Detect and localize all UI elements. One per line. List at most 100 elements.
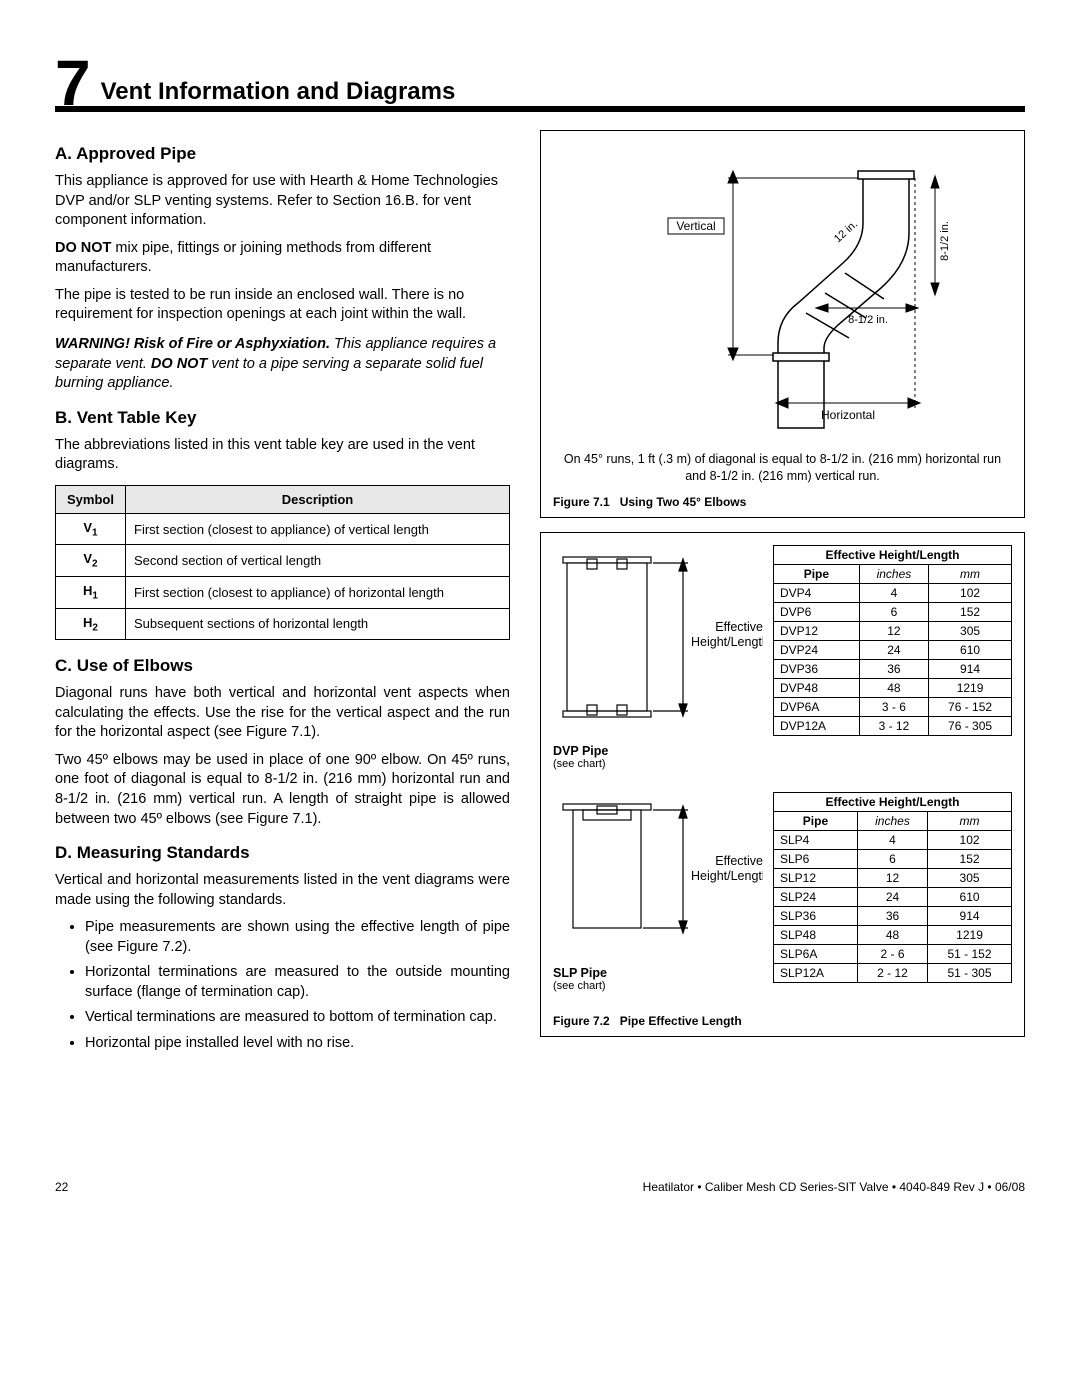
pipe-cell: DVP12 (774, 621, 860, 640)
table-row: DVP1212305 (774, 621, 1012, 640)
chapter-header: 7 Vent Information and Diagrams (55, 50, 1025, 112)
mm-cell: 51 - 152 (928, 944, 1012, 963)
standards-list: Pipe measurements are shown using the ef… (55, 918, 510, 1053)
section-d-heading: D. Measuring Standards (55, 843, 510, 863)
inches-cell: 3 - 12 (859, 716, 928, 735)
page-footer: 22 Heatilator • Caliber Mesh CD Series-S… (55, 1180, 1025, 1194)
table-row: SLP66152 (774, 849, 1012, 868)
eff-label-dvp: Effective Height/Length (691, 620, 763, 650)
dvp-diagram: Effective Height/Length DVP Pipe (see ch… (553, 545, 763, 770)
pipe-cell: SLP36 (774, 906, 858, 925)
pipe-cell: SLP6A (774, 944, 858, 963)
table-row: SLP3636914 (774, 906, 1012, 925)
pipe-cell: DVP48 (774, 678, 860, 697)
section-a-p2: DO NOT mix pipe, fittings or joining met… (55, 239, 510, 278)
section-a-p2b: mix pipe, fittings or joining methods fr… (55, 240, 431, 276)
dvp-see-chart: (see chart) (553, 758, 763, 770)
pipe-cell: SLP24 (774, 887, 858, 906)
mm-cell: 914 (928, 906, 1012, 925)
table-row: SLP44102 (774, 830, 1012, 849)
elbow-diagram: Vertical Horizontal 12 in. (593, 143, 973, 443)
pipe-cell: DVP36 (774, 659, 860, 678)
table-title: Effective Height/Length (774, 545, 1012, 564)
section-a-p1: This appliance is approved for use with … (55, 172, 510, 231)
warning-paragraph: WARNING! Risk of Fire or Asphyxiation. T… (55, 335, 510, 394)
table-row: H2Subsequent sections of horizontal leng… (56, 608, 510, 640)
inches-cell: 12 (859, 621, 928, 640)
slp-set: Effective Height/Length SLP Pipe (see ch… (553, 792, 1012, 992)
table-row: SLP48481219 (774, 925, 1012, 944)
vertical-label: Vertical (676, 219, 715, 233)
mm-cell: 610 (929, 640, 1012, 659)
mm-cell: 51 - 305 (928, 963, 1012, 982)
pipe-cell: SLP48 (774, 925, 858, 944)
pipe-cell: DVP4 (774, 583, 860, 602)
pipe-cell: DVP24 (774, 640, 860, 659)
warning-lead: WARNING! Risk of Fire or Asphyxiation. (55, 336, 330, 352)
mm-cell: 1219 (929, 678, 1012, 697)
do-not-bold: DO NOT (55, 240, 111, 256)
col-inches: inches (857, 811, 927, 830)
right-column: Vertical Horizontal 12 in. (540, 130, 1025, 1060)
horizontal-label: Horizontal (820, 408, 874, 422)
left-column: A. Approved Pipe This appliance is appro… (55, 130, 510, 1060)
fig71-label: Figure 7.1 (553, 495, 610, 509)
page-number: 22 (55, 1180, 68, 1194)
table-row: DVP2424610 (774, 640, 1012, 659)
desc-cell: First section (closest to appliance) of … (126, 576, 510, 608)
mm-cell: 914 (929, 659, 1012, 678)
table-row: V2Second section of vertical length (56, 545, 510, 577)
desc-cell: Subsequent sections of horizontal length (126, 608, 510, 640)
table-row: DVP6A3 - 676 - 152 (774, 697, 1012, 716)
section-b-heading: B. Vent Table Key (55, 408, 510, 428)
section-a-heading: A. Approved Pipe (55, 144, 510, 164)
content-columns: A. Approved Pipe This appliance is appro… (55, 130, 1025, 1060)
table-row: DVP66152 (774, 602, 1012, 621)
symbol-cell: V2 (56, 545, 126, 577)
inches-cell: 12 (857, 868, 927, 887)
inches-cell: 4 (859, 583, 928, 602)
slp-table: Effective Height/LengthPipeinchesmmSLP44… (773, 792, 1012, 983)
mm-cell: 102 (929, 583, 1012, 602)
table-row: H1First section (closest to appliance) o… (56, 576, 510, 608)
pipe-cell: SLP12 (774, 868, 858, 887)
section-c-heading: C. Use of Elbows (55, 656, 510, 676)
col-mm: mm (929, 564, 1012, 583)
mm-cell: 76 - 152 (929, 697, 1012, 716)
dim-vert: 8-1/2 in. (939, 221, 951, 261)
dim-12in: 12 in. (831, 218, 859, 245)
table-row: DVP12A3 - 1276 - 305 (774, 716, 1012, 735)
chapter-title: Vent Information and Diagrams (101, 78, 456, 106)
mm-cell: 1219 (928, 925, 1012, 944)
slp-pipe-svg: Effective Height/Length (553, 792, 763, 957)
slp-see-chart: (see chart) (553, 980, 763, 992)
fig72-title: Pipe Effective Length (620, 1014, 742, 1028)
table-row: SLP12A2 - 1251 - 305 (774, 963, 1012, 982)
figure-7-1-box: Vertical Horizontal 12 in. (540, 130, 1025, 518)
section-c-p2: Two 45º elbows may be used in place of o… (55, 751, 510, 829)
pipe-cell: DVP6A (774, 697, 860, 716)
inches-cell: 6 (859, 602, 928, 621)
symbol-cell: H2 (56, 608, 126, 640)
section-d-p1: Vertical and horizontal measurements lis… (55, 871, 510, 910)
table-row: DVP48481219 (774, 678, 1012, 697)
pipe-cell: SLP4 (774, 830, 858, 849)
chapter-number: 7 (55, 56, 91, 110)
inches-cell: 36 (859, 659, 928, 678)
mm-cell: 102 (928, 830, 1012, 849)
mm-cell: 305 (928, 868, 1012, 887)
eff-label-slp: Effective Height/Length (691, 854, 763, 884)
list-item: Horizontal terminations are measured to … (85, 963, 510, 1002)
table-row: SLP1212305 (774, 868, 1012, 887)
dim-horiz: 8-1/2 in. (848, 314, 888, 326)
slp-diagram: Effective Height/Length SLP Pipe (see ch… (553, 792, 763, 992)
col-pipe: Pipe (774, 564, 860, 583)
desc-cell: Second section of vertical length (126, 545, 510, 577)
figure-7-2-box: Effective Height/Length DVP Pipe (see ch… (540, 532, 1025, 1037)
figure-7-1-note: On 45° runs, 1 ft (.3 m) of diagonal is … (557, 451, 1008, 485)
figure-7-1-caption: Figure 7.1 Using Two 45° Elbows (553, 495, 1012, 509)
table-row: SLP2424610 (774, 887, 1012, 906)
col-mm: mm (928, 811, 1012, 830)
inches-cell: 24 (859, 640, 928, 659)
section-a-p3: The pipe is tested to be run inside an e… (55, 286, 510, 325)
